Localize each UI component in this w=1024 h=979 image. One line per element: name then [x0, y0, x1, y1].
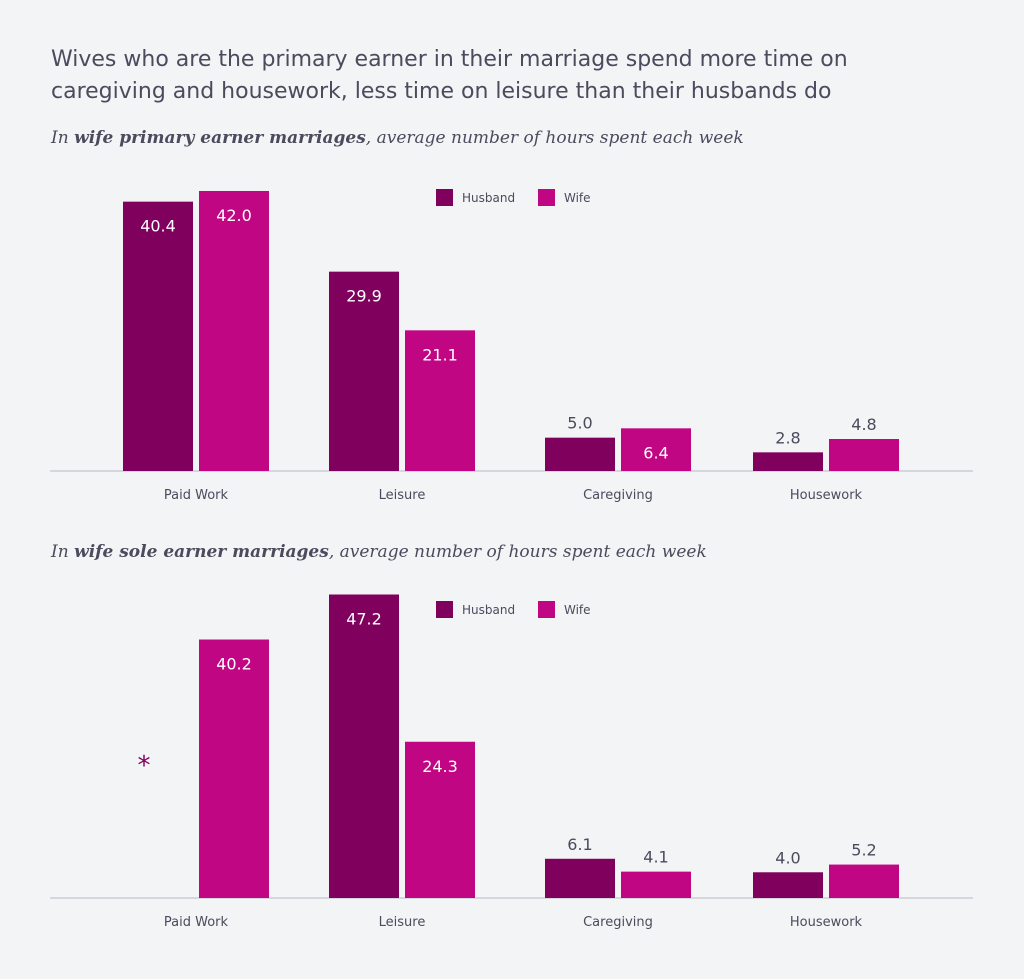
- chart-1-subtitle: In wife primary earner marriages, averag…: [51, 128, 744, 148]
- bar-wife: [199, 639, 269, 898]
- bar-wife: [199, 190, 269, 471]
- subtitle-bold: wife sole earner marriages: [74, 542, 329, 562]
- data-label: 29.9: [346, 287, 382, 306]
- legend-label: Husband: [462, 603, 515, 617]
- data-label: 47.2: [346, 610, 382, 629]
- x-tick-label: Housework: [790, 488, 863, 503]
- data-label: 5.0: [567, 414, 592, 433]
- bar-husband: [753, 872, 823, 898]
- x-tick-label: Caregiving: [583, 488, 653, 503]
- missing-data-marker: *: [138, 751, 151, 781]
- data-label: 21.1: [422, 345, 458, 364]
- subtitle-prefix: In: [51, 542, 75, 562]
- bar-husband: [545, 437, 615, 471]
- legend-swatch-husband: [436, 601, 453, 618]
- data-label: 4.1: [643, 848, 668, 867]
- data-label: 4.8: [851, 415, 876, 434]
- data-label: 5.2: [851, 841, 876, 860]
- x-tick-label: Housework: [790, 915, 863, 930]
- x-tick-label: Paid Work: [164, 915, 229, 930]
- bar-husband: [123, 201, 193, 471]
- subtitle-prefix: In: [51, 128, 75, 148]
- bar-wife: [829, 864, 899, 898]
- x-tick-label: Caregiving: [583, 915, 653, 930]
- bar-husband: [545, 858, 615, 898]
- x-tick-label: Paid Work: [164, 488, 229, 503]
- bar-husband: [329, 594, 399, 898]
- legend-swatch-wife: [538, 189, 555, 206]
- legend-label: Husband: [462, 191, 515, 205]
- bar-wife: [621, 428, 691, 471]
- legend-label: Wife: [564, 603, 591, 617]
- subtitle-bold: wife primary earner marriages: [74, 128, 366, 148]
- subtitle-suffix: , average number of hours spent each wee…: [365, 128, 744, 148]
- bar-husband: [329, 271, 399, 471]
- bar-wife: [621, 871, 691, 898]
- data-label: 40.4: [140, 217, 176, 236]
- legend-swatch-wife: [538, 601, 555, 618]
- bar-husband: [753, 452, 823, 471]
- legend-label: Wife: [564, 191, 591, 205]
- data-label: 6.4: [643, 443, 668, 462]
- bar-wife: [829, 438, 899, 471]
- x-tick-label: Leisure: [379, 915, 426, 930]
- data-label: 40.2: [216, 655, 252, 674]
- data-label: 6.1: [567, 835, 592, 854]
- data-label: 2.8: [775, 428, 800, 447]
- data-label: 4.0: [775, 848, 800, 867]
- chart-title: Wives who are the primary earner in thei…: [51, 47, 848, 104]
- subtitle-suffix: , average number of hours spent each wee…: [328, 542, 707, 562]
- x-tick-label: Leisure: [379, 488, 426, 503]
- data-label: 24.3: [422, 757, 458, 776]
- data-label: 42.0: [216, 206, 252, 225]
- legend-swatch-husband: [436, 189, 453, 206]
- bar-wife: [405, 741, 475, 898]
- bar-wife: [405, 330, 475, 471]
- chart-2-subtitle: In wife sole earner marriages, average n…: [51, 542, 707, 562]
